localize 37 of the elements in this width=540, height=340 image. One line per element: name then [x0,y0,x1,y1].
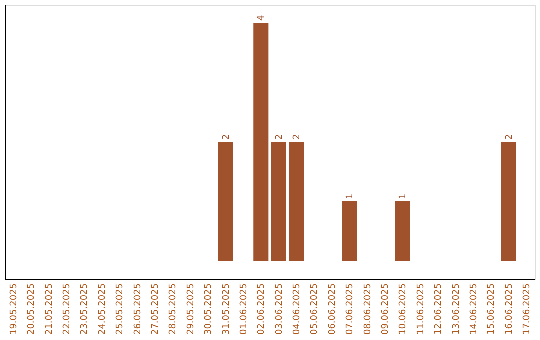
x-tick-label: 16.06.2025 [504,284,515,336]
x-tick-label: 24.05.2025 [98,284,108,336]
data-label: 1 [346,194,356,200]
x-tick-label: 29.05.2025 [186,284,196,336]
data-label: 4 [257,15,268,21]
x-tick-label: 28.05.2025 [168,284,179,336]
x-tick-label: 25.05.2025 [116,284,126,336]
data-label: 2 [292,134,303,140]
data-label: 2 [504,134,515,140]
x-tick-label: 31.05.2025 [222,284,232,336]
x-tick-label: 03.06.2025 [274,284,285,336]
data-label: 2 [222,134,232,140]
x-tick-label: 26.05.2025 [133,284,144,336]
x-tick-label: 12.06.2025 [434,284,444,336]
x-tick-label: 14.06.2025 [470,284,480,336]
x-tick-label: 09.06.2025 [381,284,392,336]
x-tick-label: 19.05.2025 [9,284,20,336]
x-tick-label: 05.06.2025 [310,284,320,336]
x-tick-label: 02.06.2025 [257,284,268,336]
data-label: 2 [274,134,285,140]
x-tick-label: 06.06.2025 [328,284,338,336]
x-tick-label: 13.06.2025 [452,284,462,336]
x-tick-label: 21.05.2025 [44,284,55,336]
x-tick-label: 30.05.2025 [204,284,214,336]
data-label: 1 [398,194,409,200]
x-tick-label: 08.06.2025 [363,284,374,336]
x-tick-label: 17.06.2025 [522,284,533,336]
x-tick-label: 23.05.2025 [80,284,90,336]
x-tick-label: 10.06.2025 [398,284,409,336]
x-tick-label: 01.06.2025 [239,284,250,336]
x-tick-label: 07.06.2025 [346,284,356,336]
x-tick-label: 04.06.2025 [292,284,303,336]
x-tick-label: 27.05.2025 [150,284,161,336]
x-tick-label: 15.06.2025 [487,284,498,336]
x-tick-label: 20.05.2025 [27,284,38,336]
x-tick-label: 22.05.2025 [62,284,72,336]
x-tick-label: 11.06.2025 [416,284,426,336]
